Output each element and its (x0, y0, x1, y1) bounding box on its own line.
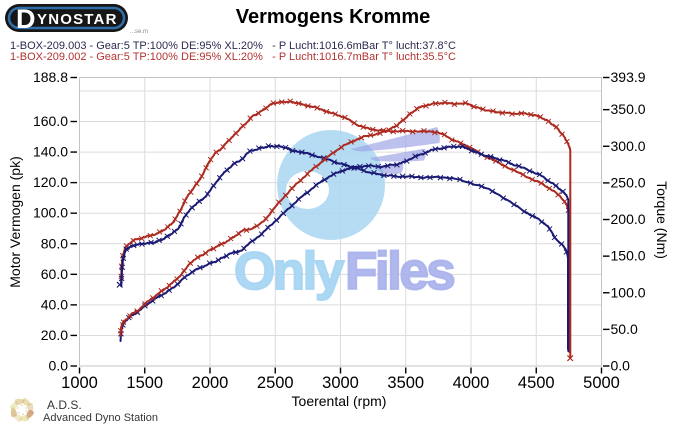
svg-text:350.0: 350.0 (611, 101, 646, 117)
svg-text:80.0: 80.0 (41, 235, 68, 251)
svg-text:100.0: 100.0 (611, 284, 646, 300)
svg-text:Torque (Nm): Torque (Nm) (654, 181, 670, 259)
svg-text:2500: 2500 (257, 374, 294, 392)
svg-text:5000: 5000 (583, 374, 620, 392)
svg-text:393.9: 393.9 (611, 69, 646, 85)
svg-text:50.0: 50.0 (611, 321, 638, 337)
svg-text:...se.m: ...se.m (130, 29, 148, 35)
svg-text:YNOSTAR: YNOSTAR (37, 11, 118, 28)
svg-text:20.0: 20.0 (41, 327, 68, 343)
svg-text:150.0: 150.0 (611, 248, 646, 264)
svg-text:A.D.S.: A.D.S. (47, 398, 82, 412)
svg-text:Vermogens Kromme: Vermogens Kromme (236, 6, 431, 28)
svg-text:Motor Vermogen (pk): Motor Vermogen (pk) (7, 156, 23, 288)
svg-text:0.0: 0.0 (49, 358, 69, 374)
svg-text:Only: Only (234, 242, 345, 301)
svg-text:3500: 3500 (387, 374, 424, 392)
svg-text:1-BOX-209.003 - Gear:5 TP:100%: 1-BOX-209.003 - Gear:5 TP:100% DE:95% XL… (10, 40, 456, 52)
svg-text:120.0: 120.0 (33, 174, 68, 190)
svg-text:1500: 1500 (126, 374, 163, 392)
svg-text:188.8: 188.8 (33, 69, 68, 85)
svg-text:200.0: 200.0 (611, 211, 646, 227)
svg-text:40.0: 40.0 (41, 296, 68, 312)
svg-text:2000: 2000 (192, 374, 229, 392)
svg-text:160.0: 160.0 (33, 113, 68, 129)
svg-text:D: D (16, 4, 36, 34)
svg-text:60.0: 60.0 (41, 266, 68, 282)
svg-text:100.0: 100.0 (33, 205, 68, 221)
svg-text:3000: 3000 (322, 374, 359, 392)
svg-text:Files: Files (345, 242, 454, 301)
svg-text:4500: 4500 (518, 374, 555, 392)
svg-text:4000: 4000 (453, 374, 490, 392)
svg-text:1000: 1000 (61, 374, 98, 392)
svg-text:140.0: 140.0 (33, 144, 68, 160)
svg-text:1-BOX-209.002 - Gear:5 TP:100%: 1-BOX-209.002 - Gear:5 TP:100% DE:95% XL… (10, 51, 456, 63)
svg-text:Advanced Dyno Station: Advanced Dyno Station (43, 412, 158, 424)
svg-text:0.0: 0.0 (611, 358, 631, 374)
svg-text:250.0: 250.0 (611, 174, 646, 190)
svg-text:Toerental (rpm): Toerental (rpm) (292, 393, 387, 409)
svg-text:300.0: 300.0 (611, 138, 646, 154)
